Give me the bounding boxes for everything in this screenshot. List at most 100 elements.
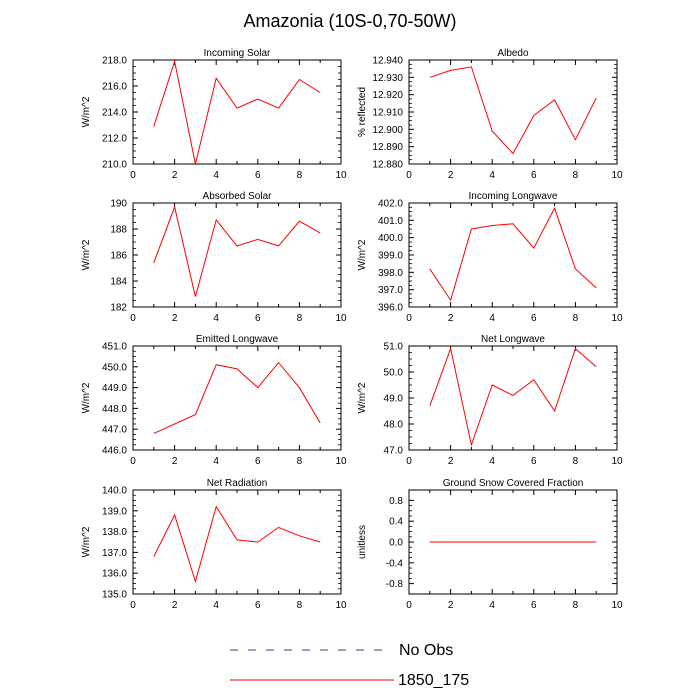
panel-ground-snow-covered-fraction: Ground Snow Covered Fraction unitless 0 2 4 6… — [357, 478, 623, 611]
incoming-solar-plot-frame — [132, 59, 342, 165]
net-longwave-xtick-label: 8 — [573, 456, 579, 467]
net-radiation-xtick-label: 6 — [255, 600, 261, 611]
albedo-ylabel: % reflected — [357, 87, 368, 137]
net-longwave-ytick-label: 48.0 — [384, 420, 404, 431]
incoming-longwave-series-1850-175 — [429, 206, 597, 302]
incoming-longwave-xtick-label: 10 — [611, 313, 623, 324]
ground-snow-covered-fraction-ytick-label: -0.4 — [386, 558, 404, 569]
net-radiation-ytick-label: 135.0 — [102, 590, 127, 601]
net-radiation-xtick-label: 8 — [297, 600, 303, 611]
absorbed-solar-series-1850-175 — [153, 205, 321, 297]
net-longwave-title: Net Longwave — [481, 334, 545, 345]
incoming-longwave-ytick-label: 401.0 — [378, 216, 403, 227]
incoming-solar-ytick-label: 218.0 — [102, 56, 127, 67]
incoming-longwave-ytick-label: 399.0 — [378, 251, 403, 262]
incoming-solar-xtick-label: 8 — [297, 170, 303, 181]
absorbed-solar-xtick-label: 8 — [297, 313, 303, 324]
emitted-longwave-ytick-label: 451.0 — [102, 342, 127, 353]
emitted-longwave-ytick-label: 447.0 — [102, 425, 127, 436]
absorbed-solar-ytick-label: 188 — [110, 225, 127, 236]
absorbed-solar-ylabel: W/m^2 — [81, 239, 92, 270]
figure-title: Amazonia (10S-0,70-50W) — [243, 11, 456, 31]
incoming-solar-xtick-label: 4 — [213, 170, 219, 181]
absorbed-solar-ytick-label: 182 — [110, 303, 127, 314]
legend-label-1850-175: 1850_175 — [398, 672, 469, 689]
incoming-longwave-xtick-label: 6 — [531, 313, 537, 324]
panel-emitted-longwave: Emitted Longwave W/m^2 0 2 4 6 8 10 446.0 447.0 44… — [81, 334, 347, 467]
emitted-longwave-xtick-label: 0 — [130, 456, 136, 467]
legend-label-no-obs: No Obs — [399, 642, 453, 659]
ground-snow-covered-fraction-xtick-label: 0 — [406, 600, 412, 611]
net-longwave-ytick-label: 49.0 — [384, 394, 404, 405]
net-radiation-series-1850-175 — [153, 505, 321, 584]
albedo-plot-frame — [408, 59, 618, 165]
incoming-longwave-xtick-label: 4 — [489, 313, 495, 324]
incoming-longwave-ylabel: W/m^2 — [357, 239, 368, 270]
incoming-longwave-xtick-label: 2 — [448, 313, 454, 324]
panels: Incoming Solar W/m^2 0 2 4 6 8 10 210.0 212.0 214.… — [81, 48, 623, 611]
panel-albedo: Albedo % reflected 0 2 4 6 8 10 12.880 12.890 12.9… — [357, 48, 623, 181]
albedo-xtick-label: 4 — [489, 170, 495, 181]
albedo-ytick-label: 12.880 — [372, 160, 403, 171]
net-radiation-ytick-label: 140.0 — [102, 486, 127, 497]
albedo-xtick-label: 0 — [406, 170, 412, 181]
incoming-solar-xtick-label: 0 — [130, 170, 136, 181]
net-radiation-ytick-label: 137.0 — [102, 548, 127, 559]
net-radiation-xtick-label: 4 — [213, 600, 219, 611]
net-longwave-xtick-label: 0 — [406, 456, 412, 467]
absorbed-solar-xtick-label: 10 — [335, 313, 347, 324]
emitted-longwave-xtick-label: 6 — [255, 456, 261, 467]
ground-snow-covered-fraction-ytick-label: 0.4 — [389, 517, 403, 528]
absorbed-solar-ytick-label: 190 — [110, 199, 127, 210]
incoming-longwave-ytick-label: 400.0 — [378, 233, 403, 244]
panel-net-longwave: Net Longwave W/m^2 0 2 4 6 8 10 47.0 48.0 49.0 50.0… — [357, 334, 623, 467]
incoming-longwave-xtick-label: 0 — [406, 313, 412, 324]
absorbed-solar-title: Absorbed Solar — [203, 191, 273, 202]
net-radiation-ylabel: W/m^2 — [81, 526, 92, 557]
incoming-solar-series-1850-175 — [153, 59, 321, 165]
emitted-longwave-ytick-label: 448.0 — [102, 404, 127, 415]
ground-snow-covered-fraction-ytick-label: 0.8 — [389, 496, 403, 507]
net-longwave-series-1850-175 — [429, 346, 597, 447]
net-radiation-xtick-label: 2 — [172, 600, 178, 611]
albedo-xtick-label: 2 — [448, 170, 454, 181]
emitted-longwave-ytick-label: 449.0 — [102, 383, 127, 394]
absorbed-solar-ytick-label: 186 — [110, 251, 127, 262]
panel-incoming-solar: Incoming Solar W/m^2 0 2 4 6 8 10 210.0 212.0 214.… — [81, 48, 347, 181]
emitted-longwave-xtick-label: 8 — [297, 456, 303, 467]
net-radiation-plot-frame — [132, 489, 342, 595]
absorbed-solar-ytick-label: 184 — [110, 277, 127, 288]
incoming-solar-ytick-label: 210.0 — [102, 160, 127, 171]
albedo-ytick-label: 12.900 — [372, 125, 403, 136]
incoming-longwave-title: Incoming Longwave — [469, 191, 558, 202]
net-radiation-xtick-label: 10 — [335, 600, 347, 611]
net-longwave-xtick-label: 2 — [448, 456, 454, 467]
net-longwave-xtick-label: 10 — [611, 456, 623, 467]
absorbed-solar-xtick-label: 2 — [172, 313, 178, 324]
net-longwave-ytick-label: 47.0 — [384, 446, 404, 457]
incoming-solar-title: Incoming Solar — [204, 48, 271, 59]
emitted-longwave-series-1850-175 — [153, 361, 321, 434]
albedo-ytick-label: 12.930 — [372, 73, 403, 84]
net-longwave-ylabel: W/m^2 — [357, 382, 368, 413]
incoming-longwave-ytick-label: 402.0 — [378, 199, 403, 210]
net-radiation-ytick-label: 139.0 — [102, 506, 127, 517]
incoming-solar-xtick-label: 10 — [335, 170, 347, 181]
incoming-longwave-ytick-label: 396.0 — [378, 303, 403, 314]
incoming-solar-ytick-label: 214.0 — [102, 108, 127, 119]
net-longwave-xtick-label: 6 — [531, 456, 537, 467]
incoming-longwave-plot-frame — [408, 202, 618, 308]
ground-snow-covered-fraction-xtick-label: 8 — [573, 600, 579, 611]
incoming-solar-xtick-label: 6 — [255, 170, 261, 181]
albedo-series-1850-175 — [429, 66, 597, 155]
emitted-longwave-title: Emitted Longwave — [196, 334, 279, 345]
incoming-solar-ytick-label: 212.0 — [102, 134, 127, 145]
ground-snow-covered-fraction-xtick-label: 10 — [611, 600, 623, 611]
incoming-longwave-xtick-label: 8 — [573, 313, 579, 324]
net-longwave-ytick-label: 50.0 — [384, 368, 404, 379]
emitted-longwave-xtick-label: 10 — [335, 456, 347, 467]
net-radiation-title: Net Radiation — [207, 478, 268, 489]
legend: No Obs 1850_175 — [230, 642, 469, 689]
net-longwave-plot-frame — [408, 345, 618, 451]
